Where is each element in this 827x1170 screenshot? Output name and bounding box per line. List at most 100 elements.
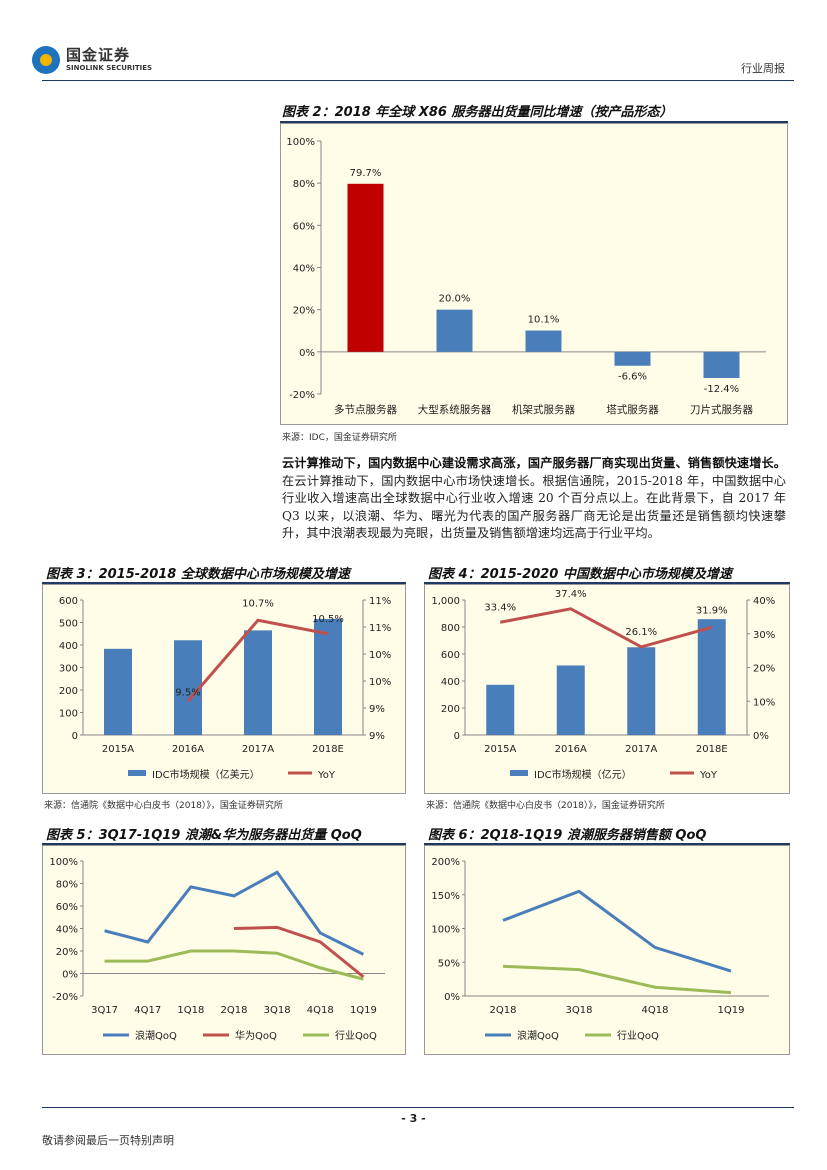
y-tick-label: 150% xyxy=(431,891,460,902)
y-tick-label: 0 xyxy=(454,731,460,742)
category-label: 2Q18 xyxy=(490,1005,517,1016)
y-tick-label: 1,000 xyxy=(431,596,460,607)
y2-tick-label: 30% xyxy=(753,630,775,641)
y-tick-label: 800 xyxy=(441,623,460,634)
y2-tick-label: 20% xyxy=(753,664,775,675)
y-tick-label: 60% xyxy=(293,221,315,232)
y-tick-label: 80% xyxy=(56,880,78,891)
data-label: -12.4% xyxy=(704,384,739,395)
figure5-title-rule xyxy=(42,843,406,845)
y-tick-label: 60% xyxy=(56,902,78,913)
y-tick-label: 80% xyxy=(293,179,315,190)
figure5-chart-frame: -20% 0% 20% 40% 60% 80% 100% 3Q17 4Q17 1Q18 2Q18 3Q… xyxy=(42,845,406,1055)
figure3-source: 来源：信通院《数据中心白皮书（2018）》，国金证券研究所 xyxy=(44,801,283,811)
series-line xyxy=(104,949,364,981)
y-tick-label: 100% xyxy=(286,137,315,148)
figure2-chart-frame: -20% 0% 20% 40% 60% 80% 100% 79.7% 多节点服务器 20.0% 大型… xyxy=(280,123,788,425)
yoy-line xyxy=(186,618,329,703)
data-label: 26.1% xyxy=(625,627,657,638)
series-line xyxy=(104,870,365,956)
y-tick-label: 100 xyxy=(59,709,78,720)
category-label: 3Q18 xyxy=(566,1005,593,1016)
data-label: -6.6% xyxy=(618,372,647,383)
figure4-source: 来源：信通院《数据中心白皮书（2018）》，国金证券研究所 xyxy=(426,801,665,811)
y2-tick-label: 11% xyxy=(369,623,391,634)
data-label: 10.7% xyxy=(242,598,274,609)
figure6-title-rule xyxy=(424,843,790,845)
legend-label: 行业QoQ xyxy=(617,1029,659,1042)
y-tick-label: -20% xyxy=(52,992,78,1003)
y-tick-label: 300 xyxy=(59,664,78,675)
paragraph-lead: 云计算推动下，国内数据中心建设需求高涨，国产服务器厂商实现出货量、销售额快速增长… xyxy=(282,456,786,470)
y-tick-label: 500 xyxy=(59,619,78,630)
category-label: 4Q17 xyxy=(134,1005,161,1016)
figure3-chart: 0 100 200 300 400 500 600 9% 9% 10% 10% 11% 11% 2015A… xyxy=(59,596,391,781)
y-tick-label: 400 xyxy=(441,677,460,688)
footer-rule xyxy=(42,1107,794,1108)
figure6-chart-frame: 0% 50% 100% 150% 200% 2Q18 3Q18 4Q18 1Q19 浪潮QoQ 行业… xyxy=(424,845,790,1055)
figure5-title: 图表 5：3Q17-1Q19 浪潮&华为服务器出货量 QoQ xyxy=(46,828,362,843)
bar xyxy=(174,640,202,735)
y-tick-label: 600 xyxy=(59,596,78,607)
legend-label: 华为QoQ xyxy=(235,1029,277,1042)
category-label: 2015A xyxy=(484,744,516,755)
figure4-chart: 0 200 400 600 800 1,000 0% 10% 20% 30% 40% 2015A 201… xyxy=(431,589,775,781)
y-tick-label: 0% xyxy=(444,992,460,1003)
y2-tick-label: 40% xyxy=(753,596,775,607)
y2-tick-label: 10% xyxy=(369,677,391,688)
figure2-chart: -20% 0% 20% 40% 60% 80% 100% 79.7% 多节点服务器 20.0% 大型… xyxy=(286,137,766,416)
series-line xyxy=(233,925,365,979)
category-label: 机架式服务器 xyxy=(512,403,575,416)
bar xyxy=(703,351,740,378)
series-line xyxy=(502,964,732,995)
category-label: 4Q18 xyxy=(307,1005,334,1016)
figure4-chart-frame: 0 200 400 600 800 1,000 0% 10% 20% 30% 40% 2015A 201… xyxy=(424,584,790,794)
figure4-title: 图表 4：2015-2020 中国数据中心市场规模及增速 xyxy=(428,567,732,582)
category-label: 大型系统服务器 xyxy=(418,403,492,416)
category-label: 2018E xyxy=(696,744,728,755)
bar xyxy=(244,630,272,735)
category-label: 2016A xyxy=(172,744,204,755)
category-label: 2017A xyxy=(625,744,657,755)
bar xyxy=(525,330,562,352)
category-label: 2Q18 xyxy=(221,1005,248,1016)
y-tick-label: 40% xyxy=(293,264,315,275)
y-tick-label: 200 xyxy=(59,686,78,697)
figure5-chart: -20% 0% 20% 40% 60% 80% 100% 3Q17 4Q17 1Q18 2Q18 3Q… xyxy=(49,857,385,1042)
y-tick-label: 0 xyxy=(72,731,78,742)
data-label: 10.1% xyxy=(528,315,560,326)
disclaimer-note: 敬请参阅最后一页特别声明 xyxy=(42,1134,174,1147)
category-label: 刀片式服务器 xyxy=(690,403,753,416)
y-tick-label: -20% xyxy=(289,390,315,401)
data-label: 20.0% xyxy=(439,294,471,305)
data-label: 37.4% xyxy=(555,589,587,600)
category-label: 2017A xyxy=(242,744,274,755)
y2-tick-label: 9% xyxy=(369,704,385,715)
brand-logo: 国金证券 SINOLINK SECURITIES xyxy=(32,44,172,80)
y-tick-label: 600 xyxy=(441,650,460,661)
body-paragraph: 云计算推动下，国内数据中心建设需求高涨，国产服务器厂商实现出货量、销售额快速增长… xyxy=(282,455,786,543)
figure3-chart-frame: 0 100 200 300 400 500 600 9% 9% 10% 10% 11% 11% 2015A… xyxy=(42,584,406,794)
figure6-chart: 0% 50% 100% 150% 200% 2Q18 3Q18 4Q18 1Q19 浪潮QoQ 行业… xyxy=(431,857,769,1042)
y-tick-label: 400 xyxy=(59,641,78,652)
figure2-title: 图表 2：2018 年全球 X86 服务器出货量同比增速（按产品形态） xyxy=(282,105,673,120)
y-tick-label: 50% xyxy=(438,958,460,969)
paragraph-body: 在云计算推动下，国内数据中心市场快速增长。根据信通院，2015-2018 年，中… xyxy=(282,473,786,541)
figure2-title-rule xyxy=(280,121,788,123)
brand-name-cn: 国金证券 xyxy=(66,46,131,64)
category-label: 3Q18 xyxy=(264,1005,291,1016)
yoy-line xyxy=(499,607,713,649)
category-label: 1Q18 xyxy=(177,1005,204,1016)
y-tick-label: 40% xyxy=(56,925,78,936)
legend-label: 行业QoQ xyxy=(335,1029,377,1042)
bar xyxy=(697,619,726,735)
legend-label: IDC市场规模（亿美元） xyxy=(152,768,260,781)
bar xyxy=(347,183,384,352)
legend-label: IDC市场规模（亿元） xyxy=(534,768,632,781)
y2-tick-label: 10% xyxy=(753,697,775,708)
bar xyxy=(436,309,473,352)
category-label: 多节点服务器 xyxy=(334,403,397,416)
figure4-title-rule xyxy=(424,582,790,584)
figure2-source: 来源：IDC，国金证券研究所 xyxy=(282,433,397,443)
data-label: 33.4% xyxy=(484,602,516,613)
